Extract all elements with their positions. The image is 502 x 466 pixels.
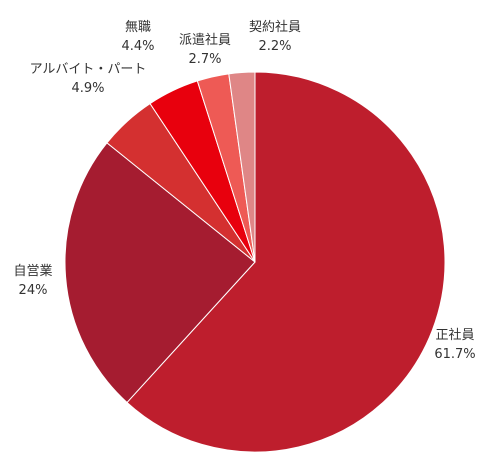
slice-label-jieigyo: 自営業 24% [13, 263, 52, 298]
pie-slice-jieigyo [64, 142, 256, 404]
slice-label-keiyaku: 契約社員 2.2% [249, 19, 301, 54]
slice-label-arubaito-name: アルバイト・パート [30, 62, 147, 77]
slice-label-haken-name: 派遣社員 [179, 32, 231, 48]
slice-label-haken-value: 2.7% [188, 52, 221, 67]
slice-label-keiyaku-name: 契約社員 [249, 19, 301, 35]
pie-slice-seishain [126, 71, 446, 453]
slice-label-jieigyo-name: 自営業 [13, 263, 52, 279]
slice-label-arubaito-value: 4.9% [71, 81, 104, 96]
slice-label-haken: 派遣社員 2.7% [179, 32, 231, 67]
slice-label-seishain: 正社員 61.7% [434, 327, 475, 362]
pie-slices [64, 71, 446, 453]
slice-label-arubaito: アルバイト・パート 4.9% [30, 62, 147, 96]
slice-label-seishain-value: 61.7% [434, 347, 475, 362]
pie-slice-keiyaku [228, 71, 256, 263]
slice-label-jieigyo-value: 24% [19, 283, 48, 298]
slice-label-mushoku-value: 4.4% [121, 39, 154, 54]
slice-label-seishain-name: 正社員 [435, 327, 474, 343]
slice-label-keiyaku-value: 2.2% [258, 39, 291, 54]
slice-label-mushoku: 無職 4.4% [121, 20, 154, 54]
slice-label-mushoku-name: 無職 [125, 20, 151, 35]
